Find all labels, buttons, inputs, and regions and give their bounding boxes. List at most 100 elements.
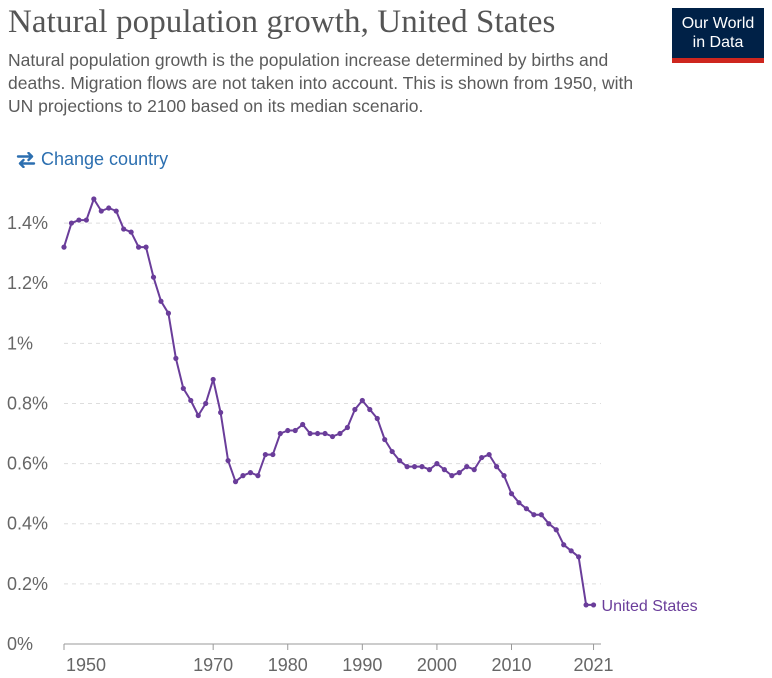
data-point[interactable] bbox=[411, 464, 418, 470]
data-point[interactable] bbox=[546, 521, 552, 527]
data-point[interactable] bbox=[516, 500, 522, 506]
data-point[interactable] bbox=[508, 491, 515, 497]
x-tick-label: 2021 bbox=[574, 655, 614, 675]
swap-arrows-icon bbox=[16, 151, 36, 168]
data-point[interactable] bbox=[367, 406, 373, 413]
data-point[interactable] bbox=[203, 400, 209, 407]
data-point[interactable] bbox=[501, 473, 507, 479]
data-point[interactable] bbox=[150, 274, 157, 280]
data-point[interactable] bbox=[135, 244, 142, 250]
data-point[interactable] bbox=[225, 457, 231, 464]
data-point[interactable] bbox=[352, 406, 358, 413]
change-country-button[interactable]: Change country bbox=[16, 149, 168, 170]
data-point[interactable] bbox=[232, 479, 239, 485]
change-country-label: Change country bbox=[41, 149, 169, 169]
data-point[interactable] bbox=[344, 424, 351, 431]
data-point[interactable] bbox=[173, 355, 179, 361]
data-point[interactable] bbox=[240, 473, 246, 479]
data-point[interactable] bbox=[188, 397, 194, 404]
data-point[interactable] bbox=[180, 385, 186, 392]
logo-line-1: Our World bbox=[681, 15, 755, 32]
data-point[interactable] bbox=[98, 208, 104, 214]
data-point[interactable] bbox=[553, 527, 559, 533]
x-tick-label: 2000 bbox=[417, 655, 457, 675]
data-point[interactable] bbox=[337, 430, 343, 437]
data-point[interactable] bbox=[314, 430, 321, 437]
data-point[interactable] bbox=[486, 451, 492, 458]
data-point[interactable] bbox=[449, 473, 455, 479]
data-point[interactable] bbox=[464, 464, 470, 470]
data-point[interactable] bbox=[568, 548, 574, 554]
data-point[interactable] bbox=[538, 512, 544, 518]
data-point[interactable] bbox=[382, 436, 388, 443]
data-point[interactable] bbox=[471, 467, 477, 473]
y-axis-tick-labels: 0% 0.2% 0.4% 0.6% 0.8% 1% 1.2% 1.4% bbox=[7, 213, 48, 654]
data-point[interactable] bbox=[292, 427, 298, 434]
data-point[interactable] bbox=[113, 208, 119, 214]
x-tick-label: 1970 bbox=[193, 655, 233, 675]
x-tick-label: 1980 bbox=[268, 655, 308, 675]
series-labels: United States bbox=[602, 598, 698, 615]
series-points[interactable] bbox=[61, 196, 597, 608]
grid-lines bbox=[64, 222, 601, 585]
data-point[interactable] bbox=[523, 506, 530, 512]
data-point[interactable] bbox=[479, 454, 485, 461]
data-point[interactable] bbox=[329, 433, 336, 440]
data-point[interactable] bbox=[531, 512, 537, 518]
chart-subtitle: Natural population growth is the populat… bbox=[8, 50, 634, 116]
data-point[interactable] bbox=[583, 602, 589, 608]
data-point[interactable] bbox=[91, 196, 97, 202]
chart-title: Natural population growth, United States bbox=[8, 4, 556, 40]
x-axis bbox=[63, 643, 601, 650]
data-point[interactable] bbox=[247, 470, 254, 476]
series-label: United States bbox=[602, 598, 698, 615]
data-point[interactable] bbox=[300, 421, 306, 428]
y-tick-label: 0% bbox=[7, 634, 33, 654]
data-point[interactable] bbox=[441, 467, 447, 473]
data-point[interactable] bbox=[270, 451, 276, 458]
y-tick-label: 1% bbox=[7, 333, 33, 353]
data-point[interactable] bbox=[561, 542, 567, 548]
data-point[interactable] bbox=[389, 448, 395, 455]
data-point[interactable] bbox=[128, 229, 134, 235]
y-tick-label: 0.2% bbox=[7, 574, 48, 594]
data-point[interactable] bbox=[262, 451, 268, 458]
series-line bbox=[63, 198, 594, 606]
data-point[interactable] bbox=[106, 205, 112, 211]
data-point[interactable] bbox=[397, 457, 403, 464]
data-point[interactable] bbox=[210, 376, 216, 383]
data-point[interactable] bbox=[576, 554, 582, 560]
data-point[interactable] bbox=[143, 244, 149, 250]
data-point[interactable] bbox=[374, 415, 380, 422]
data-point[interactable] bbox=[359, 397, 365, 404]
x-axis-tick-labels: 1950 1970 1980 1990 2000 2010 2021 bbox=[66, 655, 614, 675]
data-point[interactable] bbox=[68, 220, 75, 226]
data-point[interactable] bbox=[419, 464, 425, 470]
logo-line-2: in Data bbox=[692, 34, 744, 51]
y-tick-label: 0.8% bbox=[7, 393, 48, 413]
data-point[interactable] bbox=[404, 464, 410, 470]
data-point[interactable] bbox=[307, 430, 313, 437]
data-point[interactable] bbox=[218, 409, 224, 416]
data-point[interactable] bbox=[277, 430, 283, 437]
data-point[interactable] bbox=[121, 226, 127, 232]
data-point[interactable] bbox=[590, 602, 597, 608]
y-tick-label: 0.6% bbox=[7, 454, 48, 474]
data-point[interactable] bbox=[195, 412, 201, 419]
owid-logo[interactable]: Our World in Data bbox=[672, 8, 764, 63]
data-point[interactable] bbox=[165, 310, 172, 316]
x-tick-label: 1950 bbox=[66, 655, 106, 675]
data-point[interactable] bbox=[434, 461, 440, 467]
data-point[interactable] bbox=[158, 298, 164, 304]
data-point[interactable] bbox=[83, 217, 89, 223]
data-point[interactable] bbox=[76, 217, 82, 223]
series-lines bbox=[63, 198, 594, 606]
data-point[interactable] bbox=[61, 244, 67, 250]
data-point[interactable] bbox=[426, 467, 433, 473]
data-point[interactable] bbox=[285, 427, 291, 434]
data-point[interactable] bbox=[456, 470, 462, 476]
data-point[interactable] bbox=[493, 464, 500, 470]
data-point[interactable] bbox=[255, 473, 261, 479]
data-point[interactable] bbox=[322, 430, 328, 437]
